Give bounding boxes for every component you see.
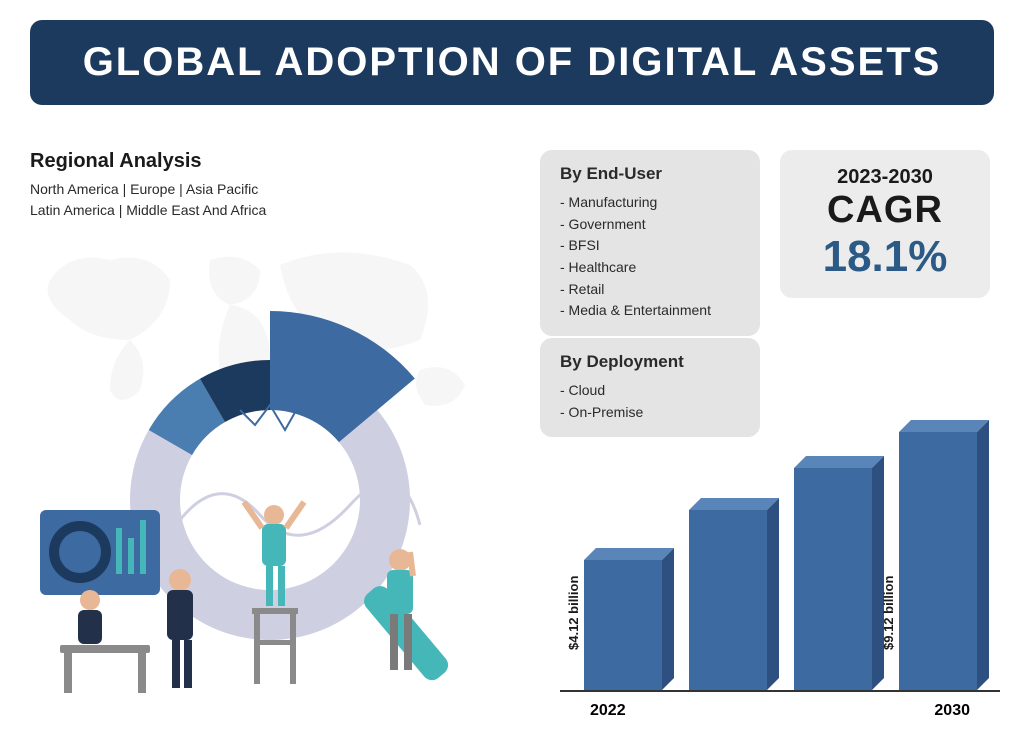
cagr-period: 2023-2030 [790, 166, 980, 189]
bar-value-label: $9.12 billion [881, 400, 896, 650]
end-user-heading: By End-User [560, 164, 740, 184]
bar: $4.12 billion [584, 560, 662, 690]
dashboard-panel-icon [40, 510, 160, 595]
end-user-item: - Healthcare [560, 257, 740, 279]
cagr-box: 2023-2030 CAGR 18.1% [780, 150, 990, 298]
deployment-heading: By Deployment [560, 352, 740, 372]
illustration [30, 290, 510, 710]
bar-value-label: $4.12 billion [566, 528, 581, 650]
end-user-item: - BFSI [560, 235, 740, 257]
regional-line-1: North America | Europe | Asia Pacific [30, 179, 480, 200]
bar-chart: $4.12 billion $9.12 billion 2022 2030 [560, 420, 1000, 720]
bar [689, 510, 767, 690]
cagr-value: 18.1% [790, 232, 980, 282]
bar: $9.12 billion [899, 432, 977, 690]
x-label-start: 2022 [590, 702, 626, 720]
bar [794, 468, 872, 690]
end-user-item: - Media & Entertainment [560, 300, 740, 322]
end-user-item: - Government [560, 214, 740, 236]
page-title: GLOBAL ADOPTION OF DIGITAL ASSETS [60, 40, 964, 85]
title-banner: GLOBAL ADOPTION OF DIGITAL ASSETS [30, 20, 994, 105]
x-label-end: 2030 [934, 702, 970, 720]
end-user-item: - Retail [560, 279, 740, 301]
cagr-label: CAGR [790, 189, 980, 232]
end-user-item: - Manufacturing [560, 192, 740, 214]
regional-heading: Regional Analysis [30, 150, 480, 173]
deployment-item: - Cloud [560, 380, 740, 402]
end-user-box: By End-User - Manufacturing- Government-… [540, 150, 760, 336]
